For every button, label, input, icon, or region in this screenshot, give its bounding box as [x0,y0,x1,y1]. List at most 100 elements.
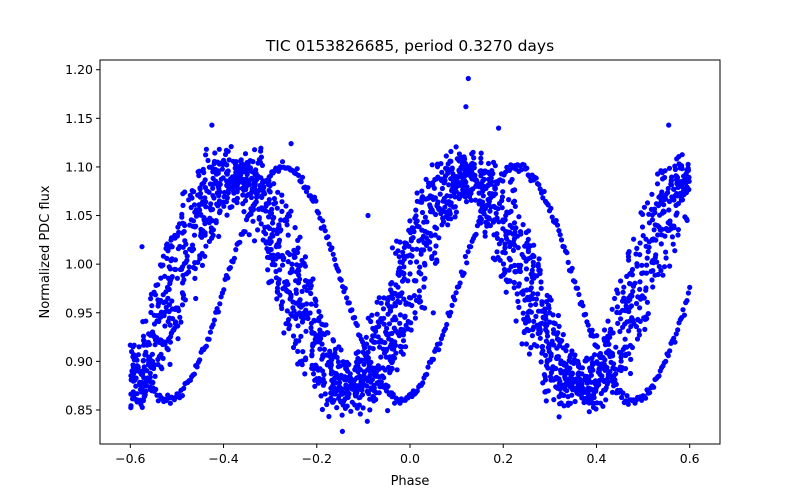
data-point [419,194,426,200]
data-point [202,177,208,183]
data-point [139,404,145,410]
data-point [256,214,262,221]
data-point [428,233,434,239]
data-point [652,222,658,228]
data-point [270,227,277,233]
secondary-track-point [332,256,338,262]
data-point [494,235,501,241]
data-point [329,377,335,383]
secondary-track-point [315,210,322,216]
data-point [551,397,557,403]
data-point [334,405,340,411]
data-point [313,298,319,304]
data-point [556,337,562,343]
data-point [528,285,534,291]
data-point [399,259,405,265]
data-point [531,318,537,324]
data-point [279,262,286,268]
data-point [150,380,156,386]
data-point [270,220,276,226]
data-point [683,171,689,177]
data-point [536,256,542,262]
data-point [544,333,551,339]
data-point [388,287,394,293]
data-point [442,204,448,210]
data-point [525,309,531,315]
data-point [656,263,662,270]
secondary-track-point [473,231,479,237]
secondary-track-point [231,255,237,261]
data-point [397,293,403,299]
data-point [644,262,650,268]
x-tick-label: −0.2 [302,451,332,466]
data-point [686,178,692,184]
secondary-track-point [684,298,690,304]
secondary-track-point [625,401,631,407]
data-point [168,276,174,282]
data-point [349,399,355,405]
data-point [568,352,574,358]
data-point [151,332,157,338]
secondary-track-point [478,216,484,222]
data-point [191,202,198,208]
secondary-track-point [130,344,136,350]
data-point [604,341,610,347]
data-point [589,355,595,361]
data-point [641,204,648,210]
data-point [436,235,442,241]
data-point [257,159,263,165]
data-point [639,224,646,230]
data-point [308,278,314,284]
data-point [619,298,626,304]
data-point [638,210,644,216]
secondary-track-point [352,314,358,321]
data-point [140,358,146,364]
data-point [557,386,563,392]
data-point [230,185,236,191]
data-point [584,355,590,361]
data-point [344,368,351,374]
data-point [262,224,268,230]
data-point [167,339,173,345]
data-point [220,175,226,181]
data-point [241,164,247,171]
data-point [511,279,517,286]
secondary-track-point [604,364,610,371]
data-point [413,213,419,219]
data-point [496,200,503,207]
data-point [189,195,195,201]
data-point [515,268,521,274]
data-point [523,341,530,347]
data-point [588,386,594,392]
data-point [250,159,256,165]
secondary-track-point [325,234,331,240]
data-point [369,377,375,383]
data-point [564,379,570,386]
data-point [567,383,573,389]
data-point [160,292,166,298]
data-point [668,181,674,187]
secondary-track-point [492,186,498,192]
data-point [519,341,525,347]
data-point [511,220,518,226]
data-point [132,396,138,402]
data-point [429,207,435,213]
data-point [258,148,264,154]
data-point [640,270,647,276]
secondary-track-point [321,224,327,230]
data-point [381,295,387,301]
data-point [285,320,291,326]
data-point [312,383,318,389]
data-point [548,353,554,359]
outlier-point [586,399,593,405]
data-point [388,341,394,347]
data-point [281,330,287,336]
data-point [378,300,384,306]
data-point [631,236,637,242]
data-point [309,352,315,358]
secondary-track-point [591,333,597,339]
data-point [665,190,671,196]
data-point [579,395,585,401]
secondary-track-point [556,228,562,234]
outlier-point [365,212,371,219]
